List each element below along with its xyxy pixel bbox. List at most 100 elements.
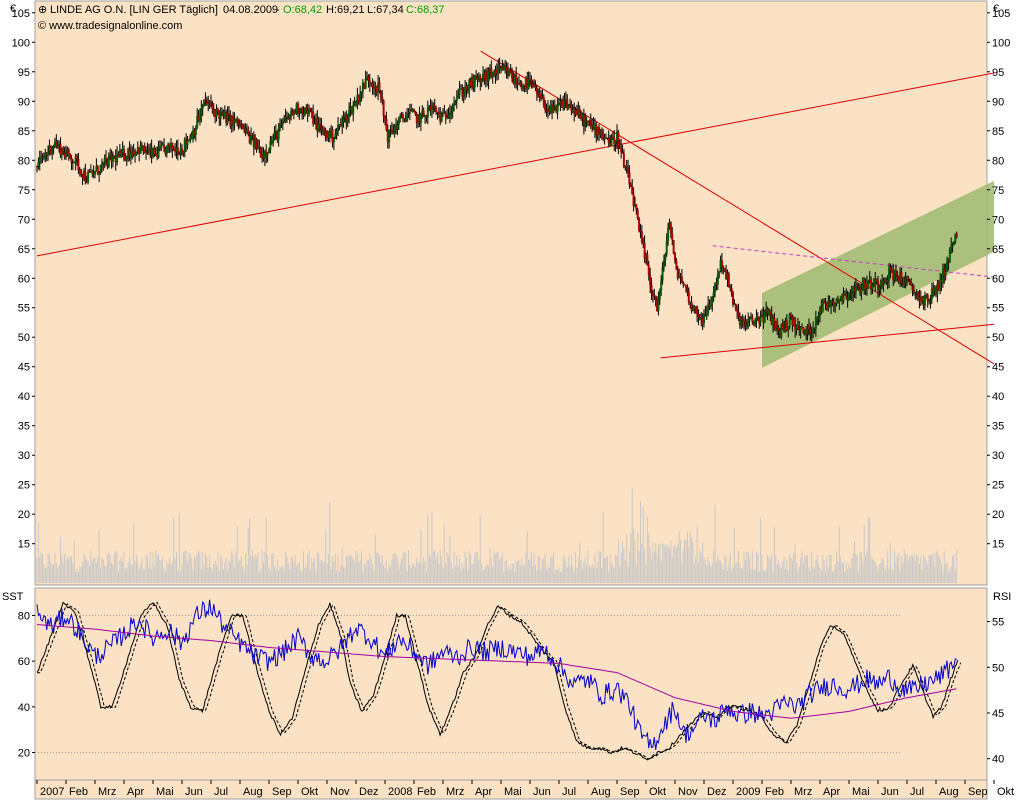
price-bar-body bbox=[459, 88, 462, 90]
price-bar-body bbox=[511, 72, 514, 79]
price-bar-body bbox=[233, 118, 236, 124]
x-tick-label: 2009 bbox=[736, 786, 760, 798]
price-bar-body bbox=[200, 108, 203, 117]
price-bar-body bbox=[846, 296, 849, 300]
price-bar-body bbox=[279, 123, 282, 129]
price-bar-body bbox=[665, 240, 668, 254]
price-bar-body bbox=[330, 129, 333, 139]
chart-header: ⊕ LINDE AG O.N. [LIN GER Täglich] 04.08.… bbox=[38, 4, 445, 32]
x-tick-label: Feb bbox=[765, 786, 784, 798]
price-bar-body bbox=[190, 135, 193, 140]
trend-line bbox=[660, 323, 995, 359]
price-bar-body bbox=[725, 270, 728, 280]
price-bar-body bbox=[415, 114, 418, 123]
price-bar-body bbox=[940, 278, 943, 284]
price-bar-body bbox=[512, 78, 515, 84]
price-bar-body bbox=[491, 71, 494, 77]
price-bar-body bbox=[656, 299, 659, 311]
price-bar-body bbox=[341, 121, 344, 126]
price-bar-body bbox=[955, 233, 958, 237]
price-bar-body bbox=[689, 302, 692, 304]
price-bar-body bbox=[618, 146, 621, 149]
price-bar-body bbox=[450, 111, 453, 113]
x-tick-label: Sep bbox=[272, 786, 292, 798]
price-bar-body bbox=[861, 280, 864, 290]
price-bar-body bbox=[806, 325, 809, 334]
price-bar-body bbox=[744, 321, 747, 328]
price-bar-body bbox=[171, 142, 174, 151]
dashed-resistance-line bbox=[712, 245, 995, 278]
price-bar-body bbox=[317, 123, 320, 132]
price-bar-body bbox=[817, 315, 820, 318]
price-bar-body bbox=[194, 127, 197, 135]
price-bar-body bbox=[371, 83, 374, 88]
price-bar-body bbox=[791, 316, 794, 326]
price-bar-body bbox=[208, 101, 211, 104]
price-bar-body bbox=[443, 112, 446, 114]
price-bar-body bbox=[566, 99, 569, 109]
price-bar-body bbox=[703, 314, 705, 324]
price-bar-body bbox=[766, 308, 769, 314]
price-bar-body bbox=[136, 147, 139, 152]
price-bar-body bbox=[44, 154, 47, 158]
price-bar-body bbox=[575, 110, 578, 116]
price-bar-body bbox=[734, 304, 737, 309]
price-bar-body bbox=[823, 301, 826, 303]
price-bar-body bbox=[704, 313, 707, 315]
price-bar-body bbox=[284, 116, 287, 122]
price-bar-body bbox=[633, 204, 636, 206]
price-bar-body bbox=[751, 316, 754, 323]
price-bars bbox=[36, 57, 958, 342]
price-bar-body bbox=[70, 158, 73, 163]
price-bar-body bbox=[560, 99, 563, 104]
price-bar-body bbox=[878, 286, 881, 291]
price-bar-body bbox=[838, 299, 841, 303]
price-bar-body bbox=[433, 106, 436, 108]
price-bar-body bbox=[305, 107, 308, 110]
price-bar-body bbox=[370, 83, 373, 85]
price-bar-body bbox=[620, 146, 623, 152]
price-bar-body bbox=[653, 295, 656, 297]
price-bar-body bbox=[585, 120, 588, 122]
price-bar-body bbox=[794, 319, 797, 330]
price-tick-label-right: 30 bbox=[992, 450, 1004, 462]
price-bar-body bbox=[498, 65, 501, 70]
x-tick-label: Mai bbox=[852, 786, 870, 798]
price-bar-body bbox=[796, 325, 799, 329]
price-bar-body bbox=[476, 78, 479, 80]
price-bar-body bbox=[120, 150, 123, 153]
price-bar-body bbox=[853, 288, 856, 292]
price-bar-body bbox=[215, 108, 218, 118]
price-bar-body bbox=[214, 109, 217, 118]
price-bar-body bbox=[776, 321, 779, 328]
price-bar-body bbox=[642, 241, 645, 244]
price-bar-body bbox=[179, 148, 182, 155]
price-bar-body bbox=[462, 93, 465, 97]
price-bar-body bbox=[309, 108, 312, 112]
price-bar-body bbox=[899, 272, 902, 282]
price-bar-body bbox=[877, 281, 879, 291]
price-bar-body bbox=[80, 169, 83, 175]
price-bar-body bbox=[544, 105, 547, 111]
price-bar-body bbox=[538, 94, 541, 97]
price-bar-body bbox=[332, 139, 335, 143]
price-bar-body bbox=[392, 132, 395, 134]
price-bar-body bbox=[571, 109, 574, 112]
price-bar-body bbox=[604, 137, 607, 139]
price-bar-body bbox=[77, 159, 80, 171]
price-bar-body bbox=[310, 111, 313, 113]
price-bar-body bbox=[436, 111, 439, 113]
price-bar-body bbox=[216, 108, 219, 113]
price-bar-body bbox=[259, 147, 262, 158]
price-bar-body bbox=[221, 111, 224, 113]
price-tick-label-right: 65 bbox=[992, 244, 1004, 256]
sst-tick-label: 60 bbox=[18, 656, 30, 668]
price-bar-body bbox=[700, 317, 703, 320]
price-bar-body bbox=[523, 85, 526, 87]
price-bar-body bbox=[357, 95, 360, 103]
x-tick-label: Aug bbox=[243, 786, 263, 798]
price-bar-body bbox=[58, 143, 61, 145]
price-bar-body bbox=[667, 227, 670, 241]
price-bar-body bbox=[662, 260, 665, 267]
price-bar-body bbox=[390, 129, 393, 133]
